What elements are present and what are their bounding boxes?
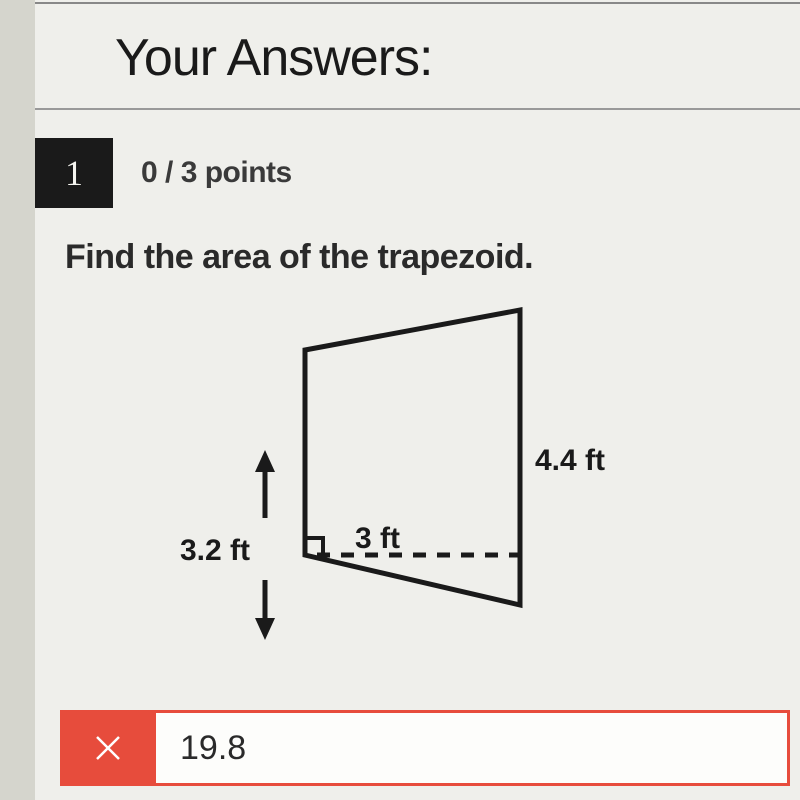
trapezoid-svg: 3.2 ft 4.4 ft 3 ft <box>175 300 625 680</box>
x-icon <box>95 735 121 761</box>
right-angle-marker <box>305 538 323 555</box>
trapezoid-shape <box>305 310 520 605</box>
answer-row: 19.8 <box>60 710 790 786</box>
arrow-up-head <box>255 450 275 472</box>
trapezoid-figure: 3.2 ft 4.4 ft 3 ft <box>175 300 625 680</box>
base-label: 3 ft <box>355 522 400 555</box>
points-label: 0 / 3 points <box>141 156 292 190</box>
divider-bottom <box>35 108 800 110</box>
left-side-label: 3.2 ft <box>180 534 250 567</box>
arrow-down-head <box>255 618 275 640</box>
incorrect-icon <box>60 710 156 786</box>
page-content: Your Answers: 1 0 / 3 points Find the ar… <box>35 0 800 800</box>
divider-top <box>35 2 800 4</box>
left-margin-strip <box>0 0 35 800</box>
question-number-badge: 1 <box>35 138 113 208</box>
answer-value: 19.8 <box>156 710 790 786</box>
question-header: 1 0 / 3 points <box>35 138 292 208</box>
right-side-label: 4.4 ft <box>535 444 605 477</box>
page-title: Your Answers: <box>115 28 432 88</box>
question-prompt: Find the area of the trapezoid. <box>65 238 533 277</box>
